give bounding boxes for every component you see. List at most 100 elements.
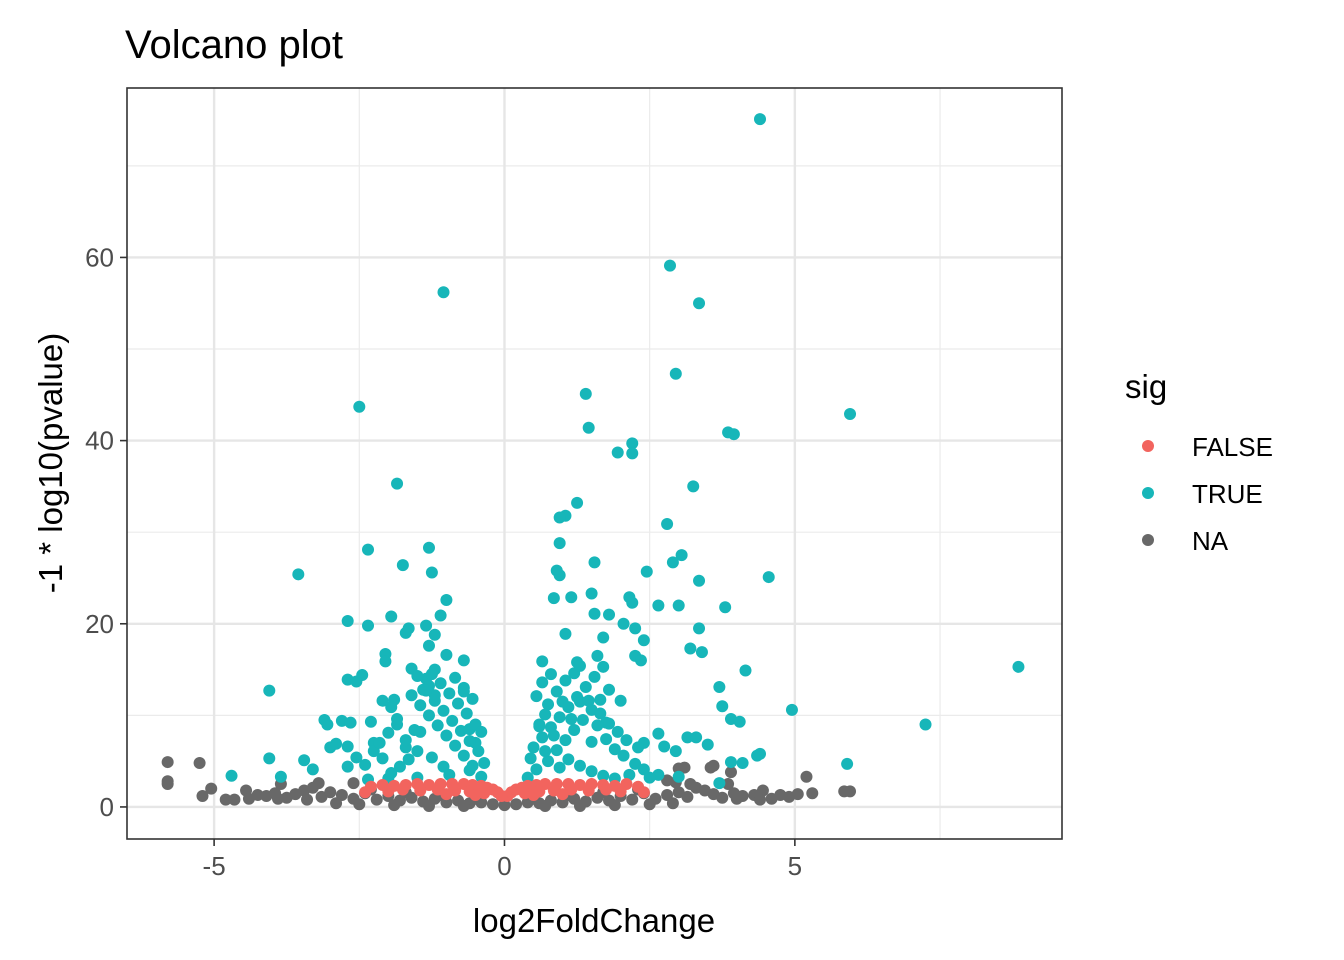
point-false: [396, 783, 409, 796]
point-na: [539, 800, 552, 813]
point-true: [585, 735, 598, 748]
point-true: [608, 743, 621, 756]
point-true: [437, 286, 450, 299]
point-true: [362, 619, 375, 632]
point-false: [359, 786, 372, 799]
point-na: [684, 778, 697, 791]
point-true: [385, 610, 398, 623]
point-true: [626, 447, 639, 460]
point-true: [611, 725, 624, 738]
point-true: [553, 511, 566, 524]
point-na: [791, 788, 804, 801]
point-true: [559, 734, 572, 747]
point-true: [274, 770, 287, 783]
y-tick-label: 20: [85, 609, 114, 639]
point-false: [637, 786, 650, 799]
point-na: [722, 778, 735, 791]
point-true: [571, 496, 584, 509]
point-true: [364, 715, 377, 728]
point-true: [693, 622, 706, 635]
point-na: [370, 793, 383, 806]
point-true: [530, 690, 543, 703]
point-true: [553, 537, 566, 550]
point-true: [542, 755, 555, 768]
point-false: [382, 785, 395, 798]
point-na: [301, 793, 314, 806]
point-na: [422, 800, 435, 813]
point-true: [434, 609, 447, 622]
point-true: [585, 587, 598, 600]
point-true: [571, 691, 584, 704]
point-true: [637, 634, 650, 647]
point-na: [754, 793, 767, 806]
point-true: [527, 741, 540, 754]
point-na: [510, 798, 523, 811]
point-true: [478, 756, 491, 769]
point-true: [330, 737, 343, 750]
point-true: [405, 689, 418, 702]
point-true: [408, 724, 421, 737]
point-true: [588, 670, 601, 683]
point-true: [457, 681, 470, 694]
point-na: [498, 799, 511, 812]
point-true: [530, 763, 543, 776]
point-true: [452, 697, 465, 710]
point-true: [391, 477, 404, 490]
point-true: [437, 704, 450, 717]
point-true: [472, 745, 485, 758]
point-true: [603, 683, 616, 696]
point-na: [681, 790, 694, 803]
point-na: [800, 770, 813, 783]
point-true: [457, 749, 470, 762]
point-true: [225, 769, 238, 782]
point-true: [376, 694, 389, 707]
point-na: [678, 761, 691, 774]
point-true: [449, 671, 462, 684]
point-true: [559, 627, 572, 640]
point-na: [271, 792, 284, 805]
point-true: [591, 649, 604, 662]
x-tick-label: -5: [203, 851, 226, 881]
point-true: [362, 543, 375, 556]
point-true: [542, 698, 555, 711]
y-axis-title: -1 * log10(pvalue): [32, 333, 69, 594]
point-true: [634, 654, 647, 667]
point-true: [597, 631, 610, 644]
point-true: [919, 718, 932, 731]
point-true: [385, 767, 398, 780]
point-true: [597, 769, 610, 782]
point-true: [391, 713, 404, 726]
point-true: [475, 725, 488, 738]
point-true: [556, 695, 569, 708]
point-na: [486, 798, 499, 811]
point-na: [626, 793, 639, 806]
point-true: [661, 517, 674, 530]
point-na: [193, 756, 206, 769]
x-axis-title: log2FoldChange: [473, 902, 715, 939]
point-true: [396, 559, 409, 572]
point-true: [669, 745, 682, 758]
point-true: [565, 713, 578, 726]
point-true: [373, 736, 386, 749]
x-tick-label: 5: [788, 851, 802, 881]
point-true: [457, 654, 470, 667]
point-true: [550, 744, 563, 757]
point-false: [414, 784, 427, 797]
point-true: [376, 752, 389, 765]
x-axis: -5 0 5: [203, 839, 802, 881]
point-true: [553, 711, 566, 724]
point-true: [603, 608, 616, 621]
point-true: [701, 738, 714, 751]
point-true: [573, 759, 586, 772]
legend: sig FALSE TRUE NA: [1125, 368, 1273, 556]
point-true: [762, 571, 775, 584]
point-true: [321, 718, 334, 731]
point-true: [582, 421, 595, 434]
point-true: [298, 754, 311, 767]
point-na: [242, 792, 255, 805]
point-true: [573, 659, 586, 672]
point-na: [161, 756, 174, 769]
point-na: [573, 800, 586, 813]
point-true: [719, 601, 732, 614]
point-true: [614, 694, 627, 707]
